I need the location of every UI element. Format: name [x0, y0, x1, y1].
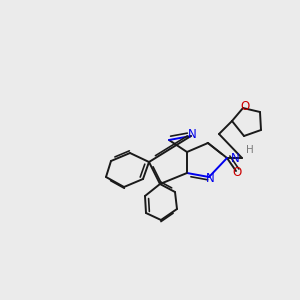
- Text: N: N: [231, 152, 240, 164]
- Text: O: O: [232, 166, 242, 178]
- Text: O: O: [240, 100, 250, 113]
- Text: N: N: [188, 128, 196, 142]
- Text: H: H: [246, 145, 254, 155]
- Text: N: N: [206, 172, 214, 184]
